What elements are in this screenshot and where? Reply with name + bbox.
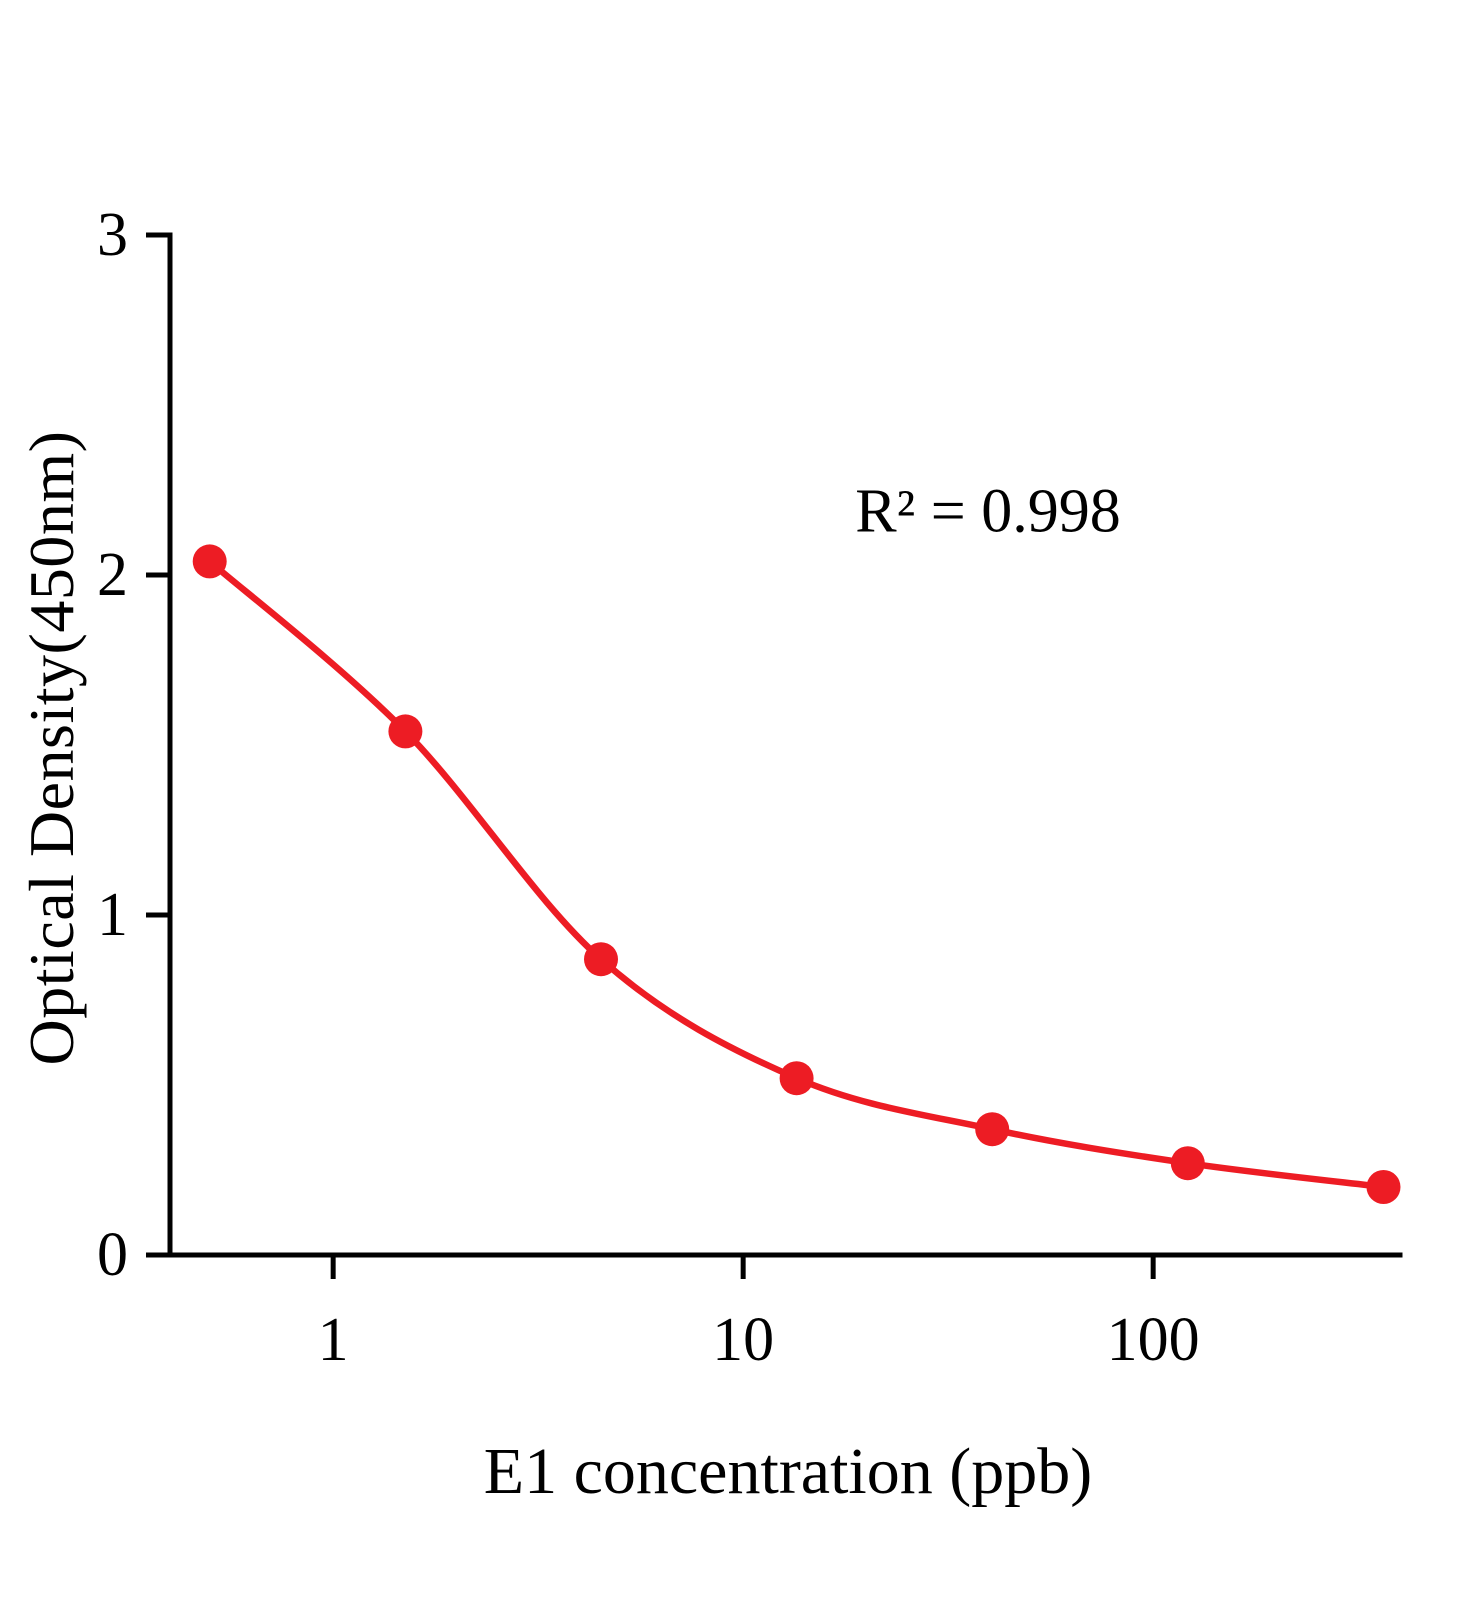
r-squared-annotation: R² = 0.998 — [855, 477, 1121, 546]
y-tick-label: 3 — [97, 201, 128, 269]
y-tick-label: 2 — [97, 541, 128, 609]
x-axis-title: E1 concentration (ppb) — [483, 1435, 1093, 1508]
data-point — [975, 1112, 1010, 1147]
x-tick-label: 10 — [712, 1306, 774, 1374]
data-point — [1170, 1146, 1205, 1181]
x-tick-label: 100 — [1107, 1306, 1200, 1374]
y-tick-label: 1 — [97, 881, 128, 949]
data-point — [584, 942, 618, 977]
data-point — [388, 714, 423, 749]
y-axis-title: Optical Density(450nm) — [16, 430, 87, 1066]
y-tick-label: 0 — [97, 1221, 128, 1289]
x-tick-label: 1 — [318, 1306, 349, 1374]
data-point — [192, 544, 227, 579]
data-point — [1366, 1170, 1401, 1204]
data-point — [779, 1061, 814, 1096]
